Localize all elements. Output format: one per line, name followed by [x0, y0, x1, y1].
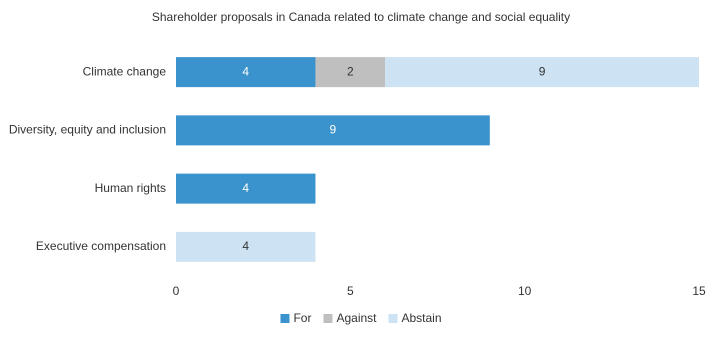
bar-segment — [385, 57, 699, 88]
data-label: 2 — [347, 64, 354, 78]
bar-segment — [176, 173, 316, 204]
legend-swatch — [280, 314, 290, 323]
y-tick-label: Climate change — [83, 64, 167, 78]
x-tick-label: 0 — [173, 284, 180, 298]
bar-segment — [176, 115, 490, 146]
data-label: 9 — [330, 123, 337, 137]
data-label: 9 — [539, 64, 546, 78]
x-tick-label: 5 — [347, 284, 354, 298]
legend-label: For — [293, 311, 311, 325]
legend-swatch — [323, 314, 333, 323]
legend-label: Abstain — [402, 311, 442, 325]
data-label: 4 — [242, 64, 249, 78]
bar-segment — [315, 57, 386, 88]
data-label: 4 — [242, 239, 249, 253]
bar-segment — [176, 231, 316, 262]
y-tick-label: Human rights — [95, 181, 166, 195]
x-tick-label: 10 — [518, 284, 532, 298]
legend-swatch — [388, 314, 398, 323]
bar-segment — [176, 57, 316, 88]
chart-title: Shareholder proposals in Canada related … — [152, 10, 570, 24]
legend-label: Against — [336, 311, 377, 325]
x-tick-label: 15 — [692, 284, 706, 298]
y-tick-label: Executive compensation — [36, 239, 166, 253]
data-label: 4 — [242, 181, 249, 195]
y-tick-label: Diversity, equity and inclusion — [9, 123, 166, 137]
